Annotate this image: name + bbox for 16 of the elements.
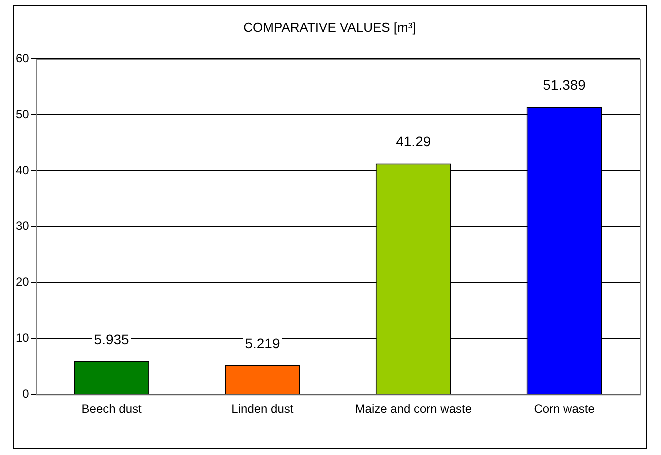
x-tick-label: Linden dust [232, 402, 294, 416]
y-tick-label: 10 [16, 331, 30, 346]
chart-title: COMPARATIVE VALUES [m³] [242, 20, 418, 35]
data-label: 5.935 [94, 331, 130, 348]
y-tick-label: 20 [16, 275, 30, 290]
x-tick-label: Corn waste [534, 402, 596, 416]
y-tick-label: 60 [16, 52, 30, 66]
data-label: 51.389 [543, 77, 586, 94]
y-tick-label: 40 [16, 163, 30, 178]
x-tick-label: Beech dust [82, 402, 142, 416]
data-label: 41.29 [396, 134, 432, 150]
y-tick-label: 0 [22, 386, 30, 401]
y-tick-label: 30 [16, 219, 30, 234]
x-tick-label: Maize and corn waste [355, 402, 472, 416]
data-label: 5.219 [245, 335, 280, 352]
y-tick-label: 50 [16, 107, 30, 122]
